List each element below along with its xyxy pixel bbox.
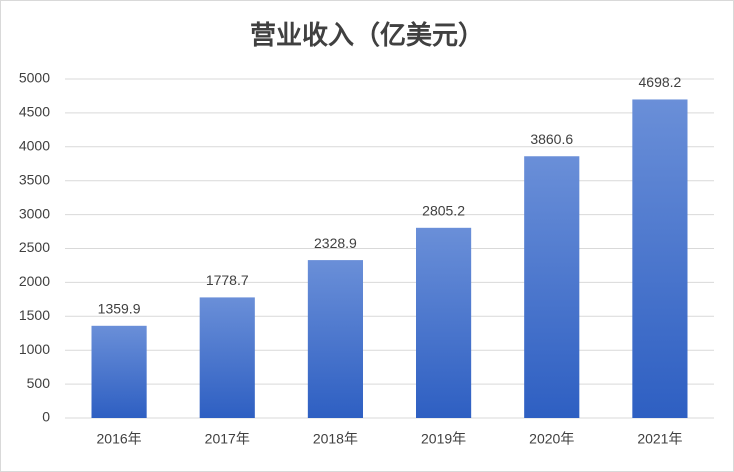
x-tick-label: 2020年 [529,431,574,447]
data-label: 3860.6 [530,131,573,147]
y-tick-label: 1000 [19,341,50,357]
bar [199,297,255,418]
data-label: 2805.2 [422,203,465,219]
bar [524,156,580,418]
data-label: 1359.9 [98,301,141,317]
y-tick-label: 2500 [19,239,50,255]
data-label: 1778.7 [206,272,249,288]
y-tick-label: 5000 [19,70,50,86]
data-label: 2328.9 [314,235,357,251]
y-tick-label: 3000 [19,205,50,221]
y-tick-label: 4500 [19,104,50,120]
bar [91,325,147,418]
x-tick-label: 2017年 [205,431,250,447]
x-tick-label: 2019年 [421,431,466,447]
y-tick-label: 3500 [19,171,50,187]
y-tick-label: 2000 [19,273,50,289]
y-tick-label: 500 [27,375,51,391]
bar [307,260,363,418]
y-tick-label: 4000 [19,138,50,154]
chart-title: 营业收入（亿美元） [250,20,484,50]
x-tick-label: 2018年 [313,431,358,447]
x-tick-label: 2016年 [97,431,142,447]
bar [632,99,688,419]
data-label: 4698.2 [639,74,682,90]
y-tick-label: 1500 [19,307,50,323]
x-tick-label: 2021年 [637,431,682,447]
bar [416,227,472,418]
y-tick-label: 0 [42,409,50,425]
